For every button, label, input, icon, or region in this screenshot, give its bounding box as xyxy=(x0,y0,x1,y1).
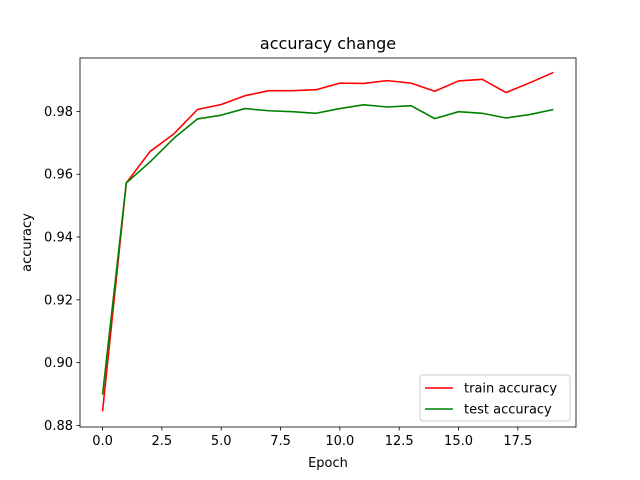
legend-label-train-accuracy: train accuracy xyxy=(464,382,557,397)
legend-items: train accuracy test accuracy xyxy=(425,382,557,418)
y-tick-label: 0.94 xyxy=(44,231,73,246)
y-tick-label: 0.98 xyxy=(44,105,73,120)
y-axis-title: accuracy xyxy=(20,213,35,272)
chart-title: accuracy change xyxy=(260,34,396,53)
legend: train accuracy test accuracy xyxy=(419,374,571,422)
y-tick-label: 0.90 xyxy=(44,356,73,371)
x-tick-label: 12.5 xyxy=(385,434,414,449)
train-accuracy-line xyxy=(101,71,554,412)
tick-layer: 0.0 2.5 5.0 7.5 10.0 12.5 15.0 17.5 0.88 0.90 0.92… xyxy=(44,105,532,449)
x-tick-label: 7.5 xyxy=(270,434,291,449)
x-tick-label: 0.0 xyxy=(92,434,113,449)
x-tick-label: 17.5 xyxy=(503,434,532,449)
x-tick-label: 15.0 xyxy=(444,434,473,449)
plot-frame xyxy=(79,57,577,428)
x-tick-label: 10.0 xyxy=(325,434,354,449)
y-tick-label: 0.96 xyxy=(44,168,73,183)
series-layer xyxy=(101,71,554,412)
test-accuracy-line xyxy=(101,103,554,395)
legend-box xyxy=(419,374,571,422)
x-tick-label: 2.5 xyxy=(152,434,173,449)
x-tick-label: 5.0 xyxy=(211,434,232,449)
legend-label-test-accuracy: test accuracy xyxy=(464,403,552,418)
x-axis-title: Epoch xyxy=(308,456,348,471)
y-tick-label: 0.92 xyxy=(44,293,73,308)
y-tick-label: 0.88 xyxy=(44,419,73,434)
